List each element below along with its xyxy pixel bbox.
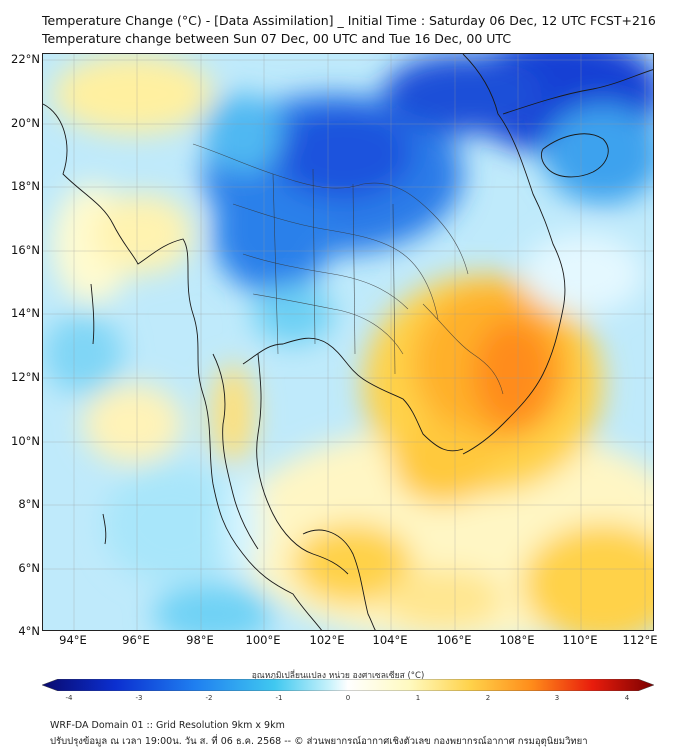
colorbar bbox=[42, 679, 654, 691]
lat-label: 22°N bbox=[11, 52, 40, 66]
lat-label: 20°N bbox=[11, 116, 40, 130]
lat-label: 4°N bbox=[18, 624, 40, 638]
colorbar-tick: -4 bbox=[65, 694, 73, 702]
lat-label: 16°N bbox=[11, 243, 40, 257]
lat-label: 10°N bbox=[11, 434, 40, 448]
lat-label: 8°N bbox=[18, 497, 40, 511]
temperature-field bbox=[43, 54, 653, 630]
colorbar-tick: -1 bbox=[275, 694, 283, 702]
map-subtitle: Temperature change between Sun 07 Dec, 0… bbox=[42, 31, 512, 46]
lon-label: 96°E bbox=[122, 633, 150, 647]
lat-label: 6°N bbox=[18, 561, 40, 575]
colorbar-title: อุณหภูมิเปลี่ยนแปลง หน่วย องศาเซลเซียส (… bbox=[251, 671, 425, 681]
map-title: Temperature Change (°C) - [Data Assimila… bbox=[42, 13, 656, 28]
colorbar-tick: 3 bbox=[554, 694, 560, 702]
lat-label: 18°N bbox=[11, 179, 40, 193]
lon-label: 94°E bbox=[59, 633, 87, 647]
colorbar-tick: -3 bbox=[135, 694, 143, 702]
lon-label: 112°E bbox=[622, 633, 658, 647]
lon-label: 106°E bbox=[436, 633, 472, 647]
colorbar-tick: 0 bbox=[345, 694, 351, 702]
colorbar-tick: 4 bbox=[624, 694, 630, 702]
coastlines bbox=[43, 54, 653, 630]
lon-label: 104°E bbox=[372, 633, 408, 647]
lon-label: 100°E bbox=[245, 633, 281, 647]
graticule bbox=[43, 54, 653, 630]
colorbar-tick: 1 bbox=[415, 694, 421, 702]
lon-label: 98°E bbox=[186, 633, 214, 647]
footer-model-info: WRF-DA Domain 01 :: Grid Resolution 9km … bbox=[50, 720, 285, 731]
admin-borders bbox=[192, 143, 504, 395]
lon-label: 110°E bbox=[562, 633, 598, 647]
footer-credit: ปรับปรุงข้อมูล ณ เวลา 19:00น. วัน ส. ที่… bbox=[50, 736, 588, 747]
lon-label: 102°E bbox=[309, 633, 345, 647]
lat-label: 14°N bbox=[11, 306, 40, 320]
colorbar-gradient bbox=[42, 679, 654, 691]
temperature-change-map bbox=[42, 53, 654, 631]
map-canvas bbox=[43, 54, 653, 630]
colorbar-tick: 2 bbox=[485, 694, 491, 702]
lat-label: 12°N bbox=[11, 370, 40, 384]
lon-label: 108°E bbox=[499, 633, 535, 647]
colorbar-tick: -2 bbox=[205, 694, 213, 702]
